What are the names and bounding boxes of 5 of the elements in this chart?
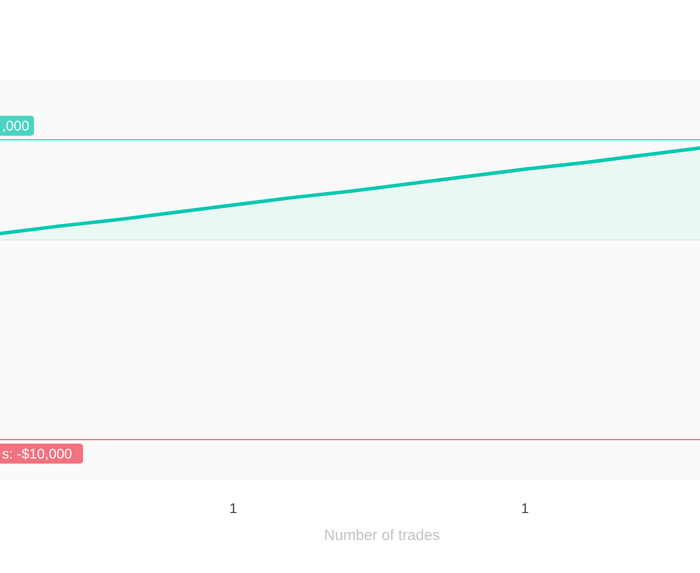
x-tick-label: 1 — [229, 500, 238, 516]
text: s: -$10,000 — [2, 446, 72, 462]
text: ,000 — [2, 118, 30, 134]
x-tick-label: 1 — [521, 500, 530, 516]
x-axis-title: Number of trades — [324, 527, 440, 544]
